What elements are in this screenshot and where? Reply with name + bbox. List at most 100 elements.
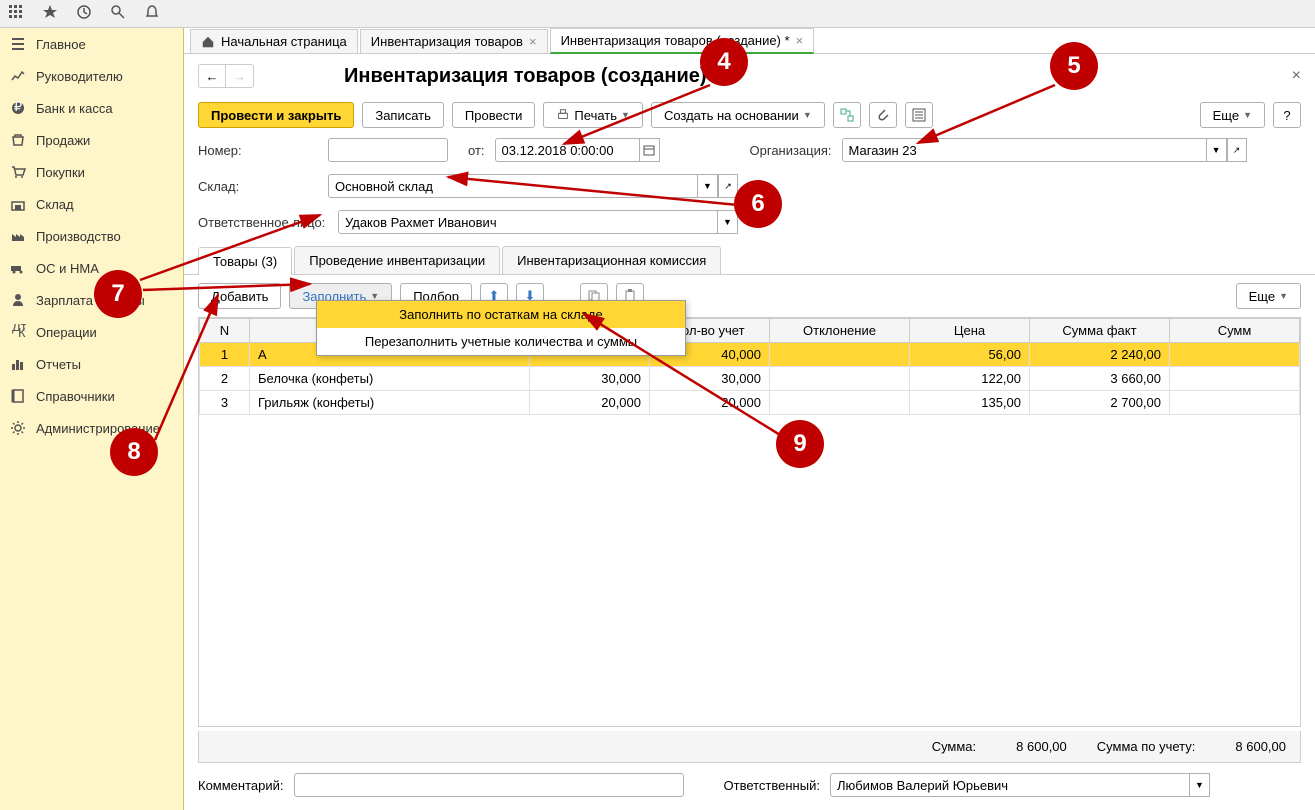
sidebar-item-sales[interactable]: Продажи xyxy=(0,124,183,156)
close-icon[interactable]: × xyxy=(529,34,537,49)
history-icon[interactable] xyxy=(76,4,92,23)
post-close-button[interactable]: Провести и закрыть xyxy=(198,102,354,128)
sidebar-item-purchases[interactable]: Покупки xyxy=(0,156,183,188)
col-dev[interactable]: Отклонение xyxy=(770,319,910,343)
number-label: Номер: xyxy=(198,143,318,158)
section-tabs: Товары (3) Проведение инвентаризации Инв… xyxy=(184,246,1315,275)
close-icon[interactable]: × xyxy=(796,33,804,48)
nav-back-button[interactable]: ← xyxy=(198,64,226,88)
footer-responsible-label: Ответственный: xyxy=(724,778,820,793)
create-based-button[interactable]: Создать на основании▼ xyxy=(651,102,825,128)
sidebar-label: Руководителю xyxy=(36,69,123,84)
calendar-button[interactable] xyxy=(640,138,660,162)
sidebar-label: Производство xyxy=(36,229,121,244)
attach-icon-button[interactable] xyxy=(869,102,897,128)
search-icon[interactable] xyxy=(110,4,126,23)
sidebar-item-reports[interactable]: Отчеты xyxy=(0,348,183,380)
tab-inventory[interactable]: Инвентаризация товаров × xyxy=(360,29,548,53)
more-label: Еще xyxy=(1213,108,1239,123)
summary-bar: Сумма: 8 600,00 Сумма по учету: 8 600,00 xyxy=(198,731,1301,763)
apps-icon[interactable] xyxy=(8,4,24,23)
page-title: Инвентаризация товаров (создание) * xyxy=(344,65,720,88)
date-label: от: xyxy=(468,143,485,158)
goods-table-container: N Номенклатура Кол-во факт Кол-во учет О… xyxy=(198,317,1301,727)
save-button[interactable]: Записать xyxy=(362,102,444,128)
sidebar-item-hr[interactable]: Зарплата и кадры xyxy=(0,284,183,316)
col-n[interactable]: N xyxy=(200,319,250,343)
sidebar-item-manager[interactable]: Руководителю xyxy=(0,60,183,92)
svg-text:Кт: Кт xyxy=(18,325,26,340)
link-icon-button[interactable] xyxy=(833,102,861,128)
action-toolbar: Провести и закрыть Записать Провести Печ… xyxy=(184,98,1315,132)
post-button[interactable]: Провести xyxy=(452,102,536,128)
sum-acc-label: Сумма по учету: xyxy=(1097,739,1196,754)
main-area: Начальная страница Инвентаризация товаро… xyxy=(184,28,1315,810)
warehouse-input[interactable] xyxy=(328,174,698,198)
warehouse-label: Склад: xyxy=(198,179,318,194)
table-more-label: Еще xyxy=(1249,289,1275,304)
number-input[interactable] xyxy=(328,138,448,162)
col-sum[interactable]: Сумм xyxy=(1170,319,1300,343)
svg-text:₽: ₽ xyxy=(14,100,22,114)
col-price[interactable]: Цена xyxy=(910,319,1030,343)
sidebar-item-assets[interactable]: ОС и НМА xyxy=(0,252,183,284)
bell-icon[interactable] xyxy=(144,4,160,23)
org-input[interactable] xyxy=(842,138,1207,162)
tab-inventory-create[interactable]: Инвентаризация товаров (создание) *× xyxy=(550,28,815,54)
col-sum-fact[interactable]: Сумма факт xyxy=(1030,319,1170,343)
warehouse-open-button[interactable]: ↗ xyxy=(718,174,738,198)
comment-label: Комментарий: xyxy=(198,778,284,793)
nav-forward-button[interactable]: → xyxy=(226,64,254,88)
document-tabs: Начальная страница Инвентаризация товаро… xyxy=(184,28,1315,54)
sidebar-item-operations[interactable]: ДтКтОперации xyxy=(0,316,183,348)
sidebar-item-main[interactable]: Главное xyxy=(0,28,183,60)
sidebar-item-admin[interactable]: Администрирование xyxy=(0,412,183,444)
sidebar-item-production[interactable]: Производство xyxy=(0,220,183,252)
fill-dropdown-menu: Заполнить по остаткам на складе Перезапо… xyxy=(316,300,686,356)
sum-value: 8 600,00 xyxy=(1016,739,1067,754)
fill-by-stock-item[interactable]: Заполнить по остаткам на складе xyxy=(317,301,685,328)
date-input[interactable] xyxy=(495,138,640,162)
warehouse-dropdown-button[interactable]: ▼ xyxy=(698,174,718,198)
sidebar-label: Отчеты xyxy=(36,357,81,372)
star-icon[interactable] xyxy=(42,4,58,23)
tab-label: Инвентаризация товаров xyxy=(371,34,523,49)
table-more-button[interactable]: Еще▼ xyxy=(1236,283,1301,309)
refill-qty-item[interactable]: Перезаполнить учетные количества и суммы xyxy=(317,328,685,355)
comment-input[interactable] xyxy=(294,773,684,797)
sidebar-item-bank[interactable]: ₽ Банк и касса xyxy=(0,92,183,124)
tab-label: Начальная страница xyxy=(221,34,347,49)
footer-responsible-input[interactable] xyxy=(830,773,1190,797)
org-label: Организация: xyxy=(750,143,832,158)
more-button[interactable]: Еще▼ xyxy=(1200,102,1265,128)
sidebar-label: Зарплата и кадры xyxy=(36,293,145,308)
print-button[interactable]: Печать▼ xyxy=(543,102,643,128)
responsible-input[interactable] xyxy=(338,210,718,234)
sidebar-item-catalogs[interactable]: Справочники xyxy=(0,380,183,412)
org-dropdown-button[interactable]: ▼ xyxy=(1207,138,1227,162)
add-button[interactable]: Добавить xyxy=(198,283,281,309)
sidebar-label: ОС и НМА xyxy=(36,261,99,276)
sidebar-label: Банк и касса xyxy=(36,101,113,116)
sidebar-label: Операции xyxy=(36,325,97,340)
sum-label: Сумма: xyxy=(932,739,976,754)
subtab-inventory[interactable]: Проведение инвентаризации xyxy=(294,246,500,274)
responsible-dropdown-button[interactable]: ▼ xyxy=(718,210,738,234)
table-row[interactable]: 3 Грильяж (конфеты) 20,000 20,000 135,00… xyxy=(200,391,1300,415)
responsible-label: Ответственное лицо: xyxy=(198,215,328,230)
footer: Комментарий: Ответственный: ▼ xyxy=(184,763,1315,807)
print-label: Печать xyxy=(574,108,617,123)
table-row[interactable]: 2 Белочка (конфеты) 30,000 30,000 122,00… xyxy=(200,367,1300,391)
close-page-button[interactable]: × xyxy=(1292,67,1301,85)
help-button[interactable]: ? xyxy=(1273,102,1301,128)
create-based-label: Создать на основании xyxy=(664,108,799,123)
tab-home[interactable]: Начальная страница xyxy=(190,29,358,53)
list-icon-button[interactable] xyxy=(905,102,933,128)
subtab-goods[interactable]: Товары (3) xyxy=(198,247,292,275)
sidebar-label: Справочники xyxy=(36,389,115,404)
footer-responsible-dropdown[interactable]: ▼ xyxy=(1190,773,1210,797)
subtab-commission[interactable]: Инвентаризационная комиссия xyxy=(502,246,721,274)
org-open-button[interactable]: ↗ xyxy=(1227,138,1247,162)
sum-acc-value: 8 600,00 xyxy=(1235,739,1286,754)
sidebar-item-warehouse[interactable]: Склад xyxy=(0,188,183,220)
